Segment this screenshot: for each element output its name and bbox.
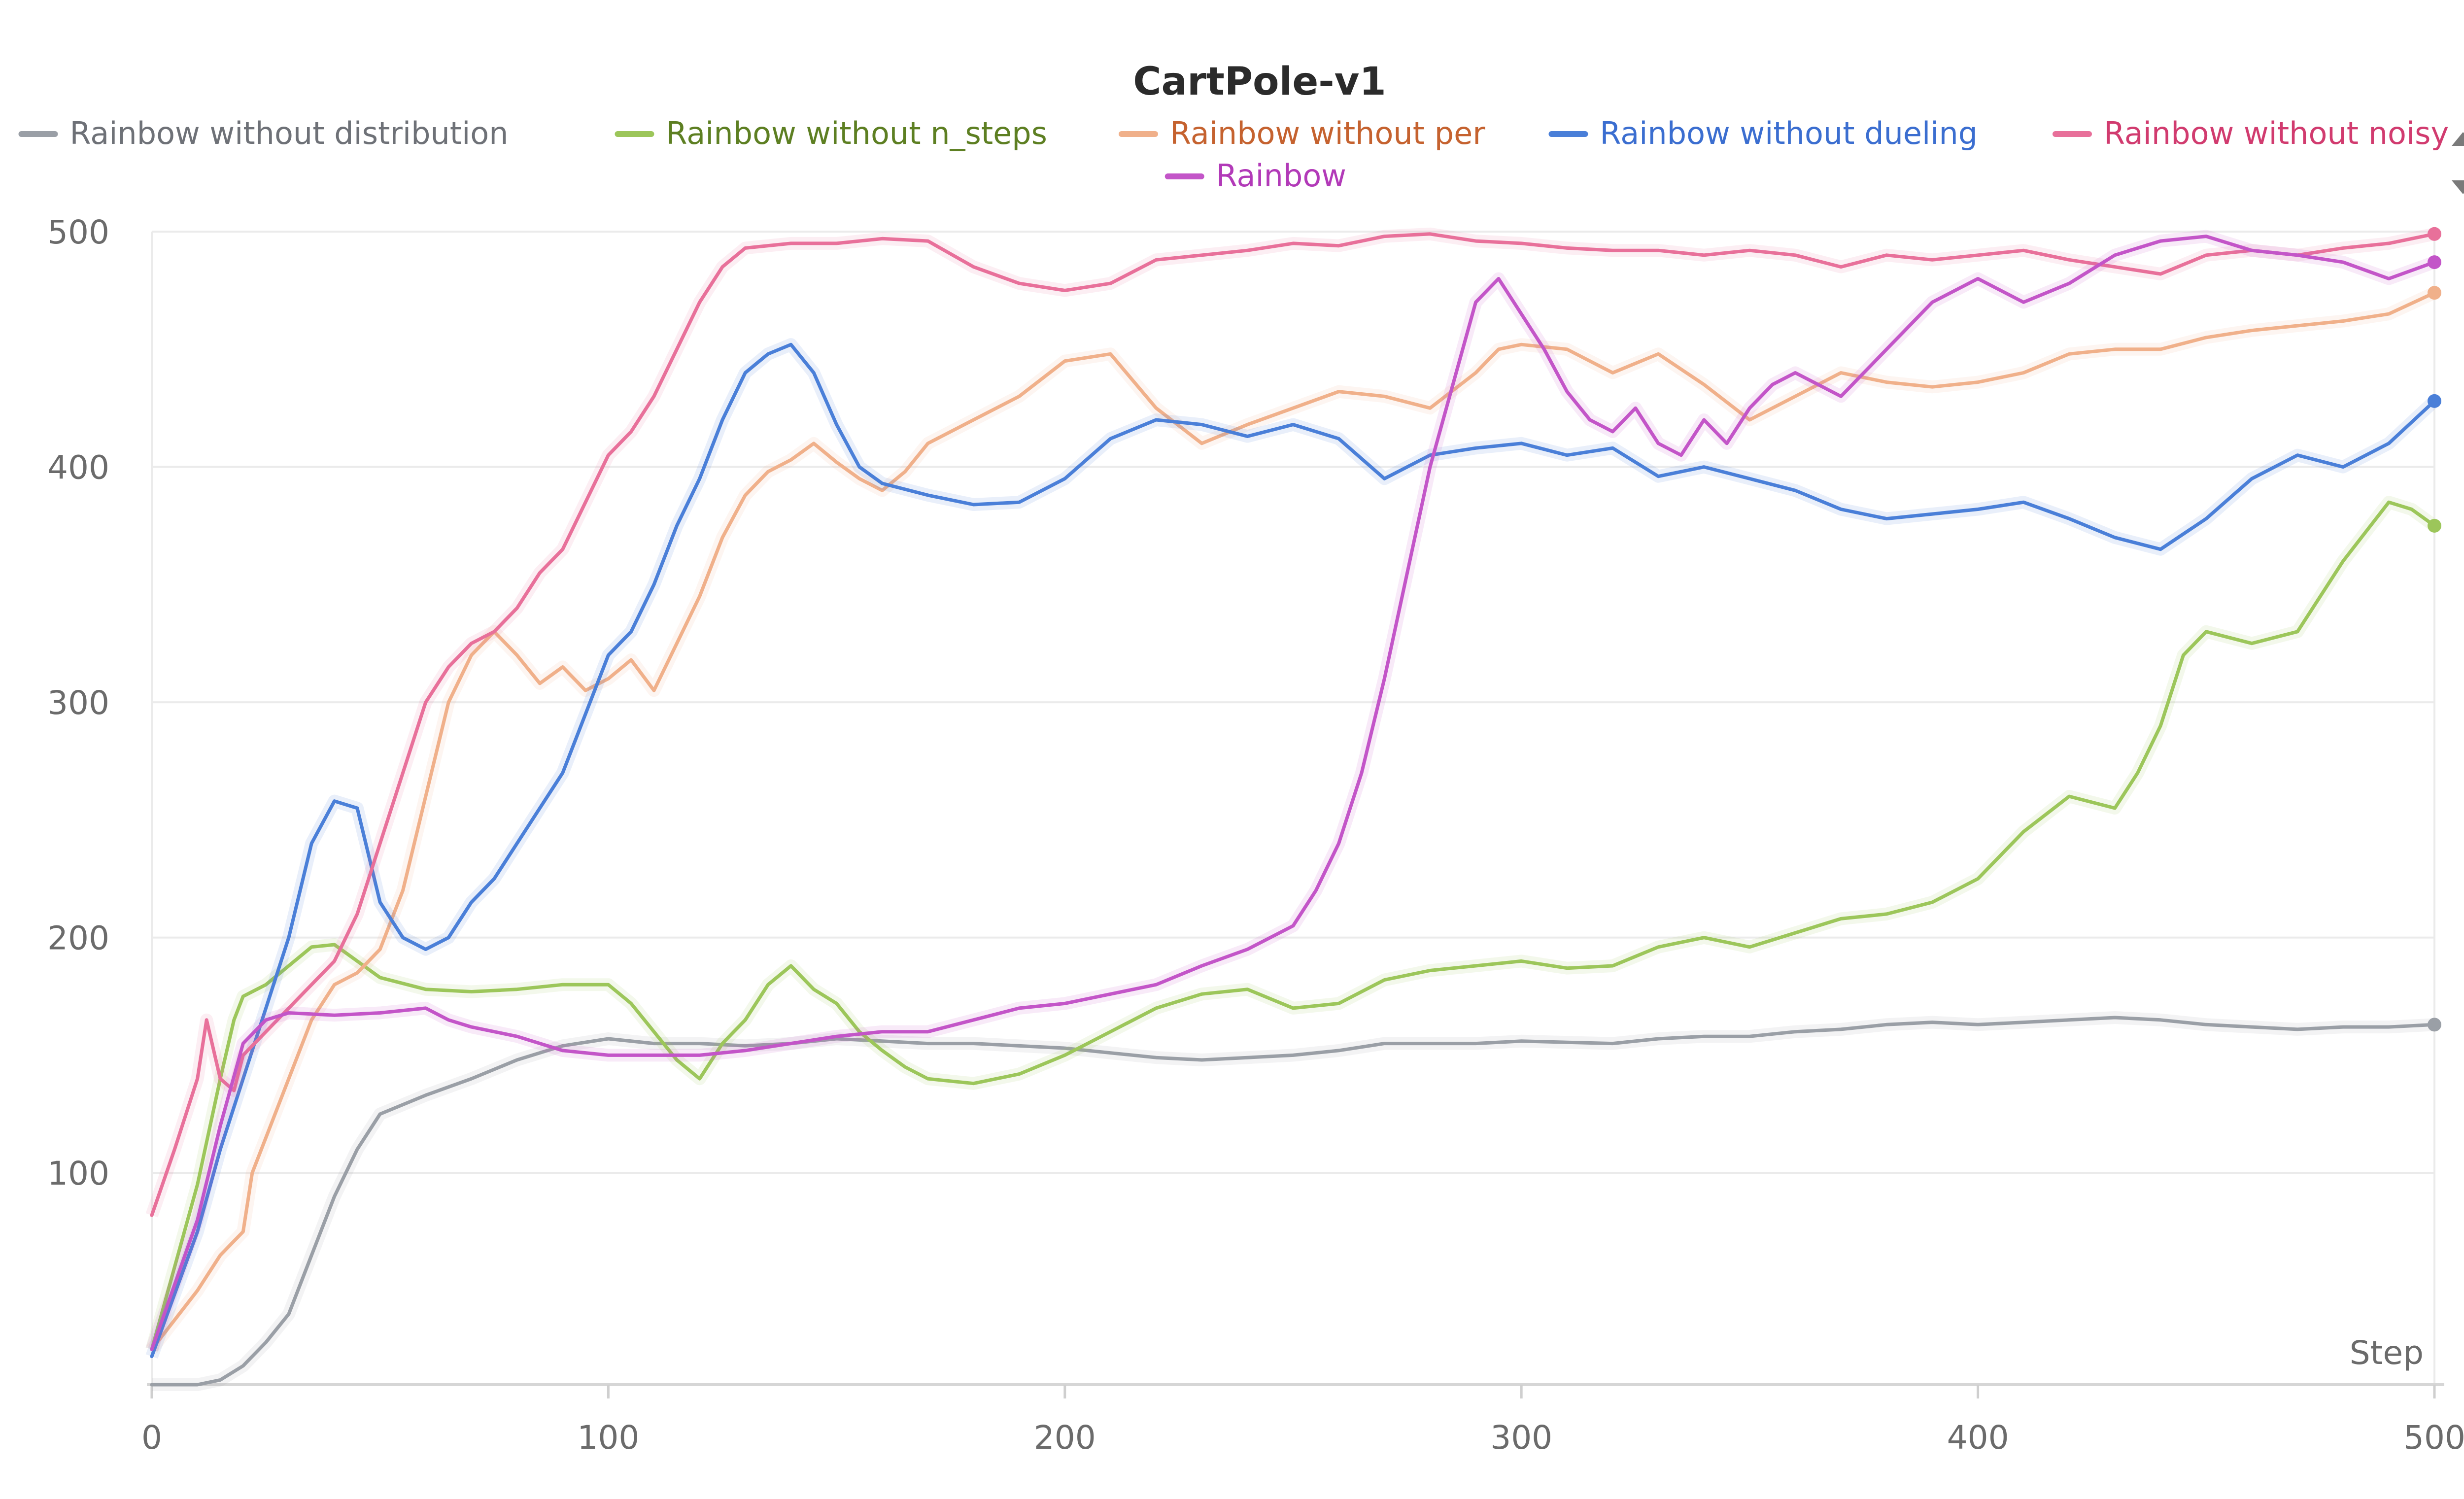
series-raw-band — [146, 287, 2437, 1354]
axes: 100 200 300 400 500 0 100 200 300 400 500 — [47, 213, 2464, 1457]
legend-label: Rainbow without per — [1170, 115, 1485, 151]
legend-label: Rainbow — [1216, 158, 1346, 194]
legend: Rainbow without distribution Rainbow with… — [18, 115, 2449, 194]
series-raw-band — [152, 1011, 2435, 1391]
chart-title: CartPole-v1 — [1133, 60, 1386, 104]
legend-item[interactable]: Rainbow without n_steps — [615, 115, 1047, 151]
x-axis-label: Step — [2350, 1334, 2424, 1372]
series-group — [150, 1011, 2441, 1391]
legend-label: Rainbow without dueling — [1600, 115, 1978, 151]
series-line — [150, 235, 2436, 1351]
y-tick-label: 400 — [47, 449, 109, 487]
y-tick-label: 500 — [47, 213, 109, 251]
series-line — [150, 500, 2436, 1351]
series-group — [145, 338, 2441, 1359]
plot-area — [145, 227, 2441, 1391]
legend-item[interactable]: Rainbow without dueling — [1548, 115, 1978, 151]
series-end-point — [2428, 394, 2441, 408]
y-tick-label: 300 — [47, 684, 109, 722]
gridlines — [151, 231, 2435, 1385]
legend-label: Rainbow without noisy — [2104, 115, 2449, 151]
x-tick-label: 400 — [1947, 1419, 2009, 1457]
series-raw-band — [145, 338, 2439, 1359]
series-group — [145, 496, 2441, 1351]
legend-scroll-controls — [2452, 132, 2464, 194]
legend-scroll-up-icon[interactable] — [2452, 132, 2464, 146]
legend-item[interactable]: Rainbow without noisy — [2053, 115, 2449, 151]
y-tick-label: 200 — [47, 920, 109, 957]
series-line — [150, 291, 2436, 1351]
series-line — [150, 342, 2436, 1359]
series-end-point — [2428, 227, 2441, 241]
series-group — [145, 230, 2441, 1352]
series-end-point — [2428, 518, 2441, 533]
x-tick-label: 0 — [141, 1419, 162, 1457]
x-tick-label: 500 — [2403, 1419, 2464, 1457]
x-tick-label: 200 — [1034, 1419, 1096, 1457]
series-end-point — [2428, 286, 2441, 300]
legend-item[interactable]: Rainbow — [1164, 158, 1346, 194]
series-end-point — [2428, 255, 2441, 270]
legend-item[interactable]: Rainbow without distribution — [18, 115, 509, 151]
y-tick-label: 100 — [47, 1155, 109, 1192]
series-group — [145, 227, 2441, 1218]
series-end-point — [2428, 1018, 2441, 1032]
legend-label: Rainbow without n_steps — [666, 115, 1047, 151]
legend-scroll-down-icon[interactable] — [2452, 180, 2464, 194]
series-line — [150, 232, 2436, 1217]
legend-item[interactable]: Rainbow without per — [1119, 115, 1485, 151]
legend-label: Rainbow without distribution — [70, 115, 509, 151]
x-tick-label: 100 — [577, 1419, 639, 1457]
x-tick-label: 300 — [1490, 1419, 1552, 1457]
series-line — [150, 1016, 2436, 1387]
series-group — [146, 286, 2441, 1354]
